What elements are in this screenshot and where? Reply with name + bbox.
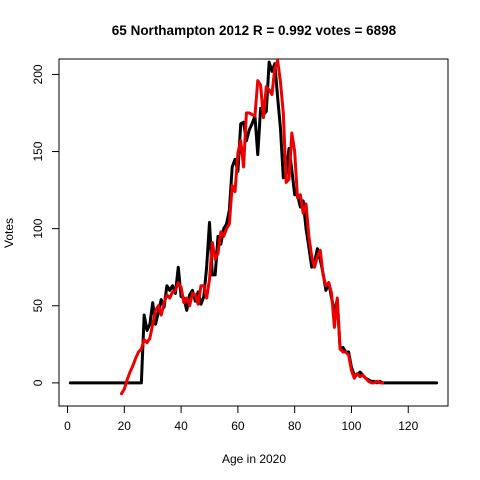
x-tick-label: 120 xyxy=(398,419,418,433)
x-tick-label: 100 xyxy=(341,419,361,433)
x-axis-label: Age in 2020 xyxy=(222,452,286,466)
y-axis: 0 50 100 150 200 xyxy=(31,64,59,386)
x-tick-label: 0 xyxy=(64,419,71,433)
series-layer xyxy=(68,59,439,396)
x-tick-label: 20 xyxy=(118,419,132,433)
y-axis-label: Votes xyxy=(2,218,16,248)
x-tick-label: 60 xyxy=(231,419,245,433)
y-tick-label: 200 xyxy=(31,64,45,84)
x-tick-label: 80 xyxy=(288,419,302,433)
y-tick-label: 0 xyxy=(31,379,45,386)
y-tick-label: 50 xyxy=(31,299,45,313)
x-tick-label: 40 xyxy=(174,419,188,433)
y-tick-label: 100 xyxy=(31,218,45,238)
series-line-red xyxy=(119,59,385,396)
chart-title: 65 Northampton 2012 R = 0.992 votes = 68… xyxy=(112,23,397,38)
series-line-black xyxy=(68,60,439,385)
plot-frame xyxy=(58,58,449,407)
x-axis: 0 20 40 60 80 100 120 xyxy=(64,406,419,433)
y-tick-label: 150 xyxy=(31,141,45,161)
